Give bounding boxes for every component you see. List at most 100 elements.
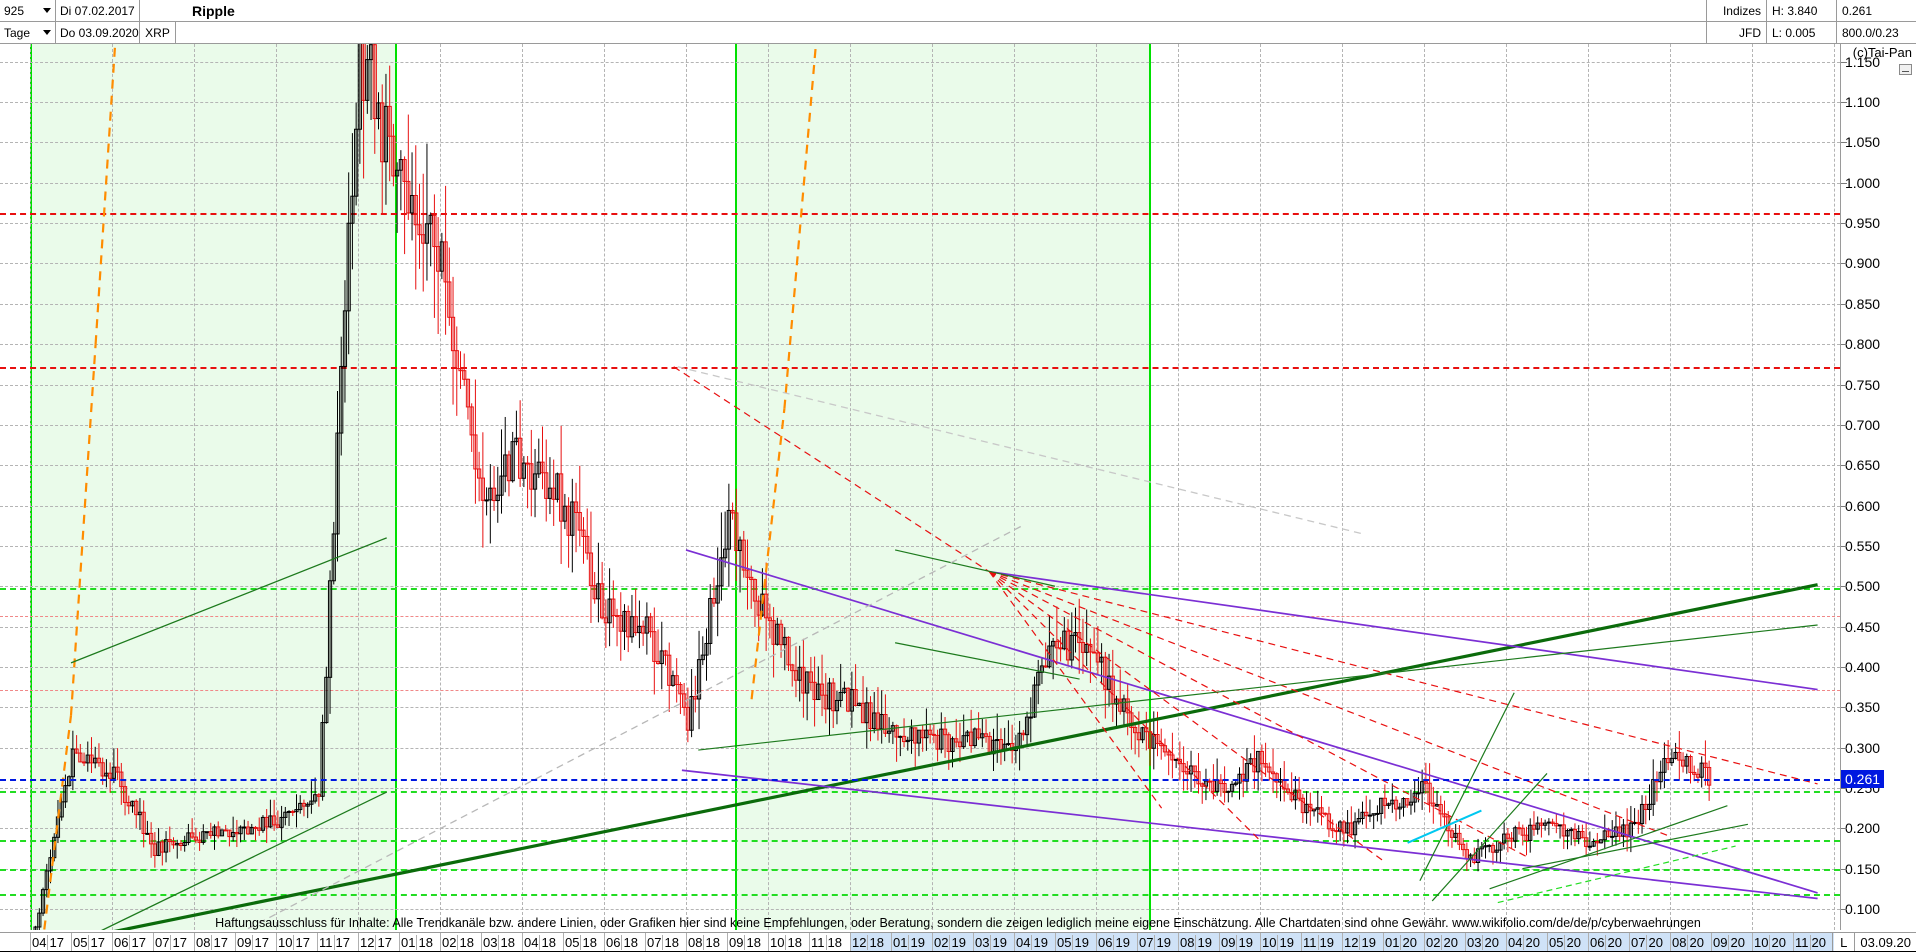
date-tick-11-20[interactable]: 11 20 bbox=[1793, 933, 1834, 951]
candle-body bbox=[1632, 821, 1637, 824]
date-tick-year: 17 bbox=[47, 935, 64, 950]
candle-body bbox=[1602, 830, 1607, 841]
date-tick-10-20[interactable]: 10 20 bbox=[1752, 933, 1793, 951]
price-tick-0.900: 0.900 bbox=[1845, 255, 1881, 272]
date-tick-05-18[interactable]: 05 18 bbox=[563, 933, 604, 951]
date-axis[interactable]: 11 20 10 20 09 20 08 20 07 20 06 20 05 20 04 20 03 20 02 20… bbox=[0, 932, 1916, 952]
date-tick-04-18[interactable]: 04 18 bbox=[522, 933, 563, 951]
date-tick-month: 05 bbox=[1057, 935, 1072, 950]
date-tick-07-20[interactable]: 07 20 bbox=[1629, 933, 1670, 951]
period-count-dropdown[interactable]: 925 bbox=[0, 0, 56, 21]
date-tick-04-20[interactable]: 04 20 bbox=[1506, 933, 1547, 951]
gridline-0.900 bbox=[0, 263, 1840, 265]
date-tick-11-18[interactable]: 11 18 bbox=[809, 933, 850, 951]
date-tick-05-20[interactable]: 05 20 bbox=[1547, 933, 1588, 951]
date-tick-07-18[interactable]: 07 18 bbox=[645, 933, 686, 951]
date-tick-06-18[interactable]: 06 18 bbox=[604, 933, 645, 951]
candle-body bbox=[1684, 756, 1689, 767]
date-tick-10-19[interactable]: 10 19 bbox=[1260, 933, 1301, 951]
date-tick-year: 17 bbox=[293, 935, 310, 950]
date-tick-08-20[interactable]: 08 20 bbox=[1670, 933, 1711, 951]
price-tick-0.300: 0.300 bbox=[1845, 739, 1881, 756]
date-tick-03-20[interactable]: 03 20 bbox=[1465, 933, 1506, 951]
candle-body bbox=[559, 473, 564, 522]
date-tick-09-17[interactable]: 09 17 bbox=[235, 933, 276, 951]
date-tick-02-20[interactable]: 02 20 bbox=[1424, 933, 1465, 951]
date-tick-08-19[interactable]: 08 19 bbox=[1178, 933, 1219, 951]
toolbar-row-1: 925 Di 07.02.2017 Ripple Indizes H: 3.84… bbox=[0, 0, 1916, 22]
price-tick-0.850: 0.850 bbox=[1845, 295, 1881, 312]
price-tick-mark bbox=[1841, 61, 1847, 63]
price-tick-mark bbox=[1841, 102, 1847, 104]
date-tick-04-19[interactable]: 04 19 bbox=[1014, 933, 1055, 951]
vertical-gridline-0 bbox=[30, 44, 31, 930]
date-tick-07-19[interactable]: 07 19 bbox=[1137, 933, 1178, 951]
candle-body bbox=[1569, 828, 1574, 832]
period-unit-dropdown[interactable]: Tage bbox=[0, 22, 56, 43]
vertical-gridline-42 bbox=[1752, 44, 1753, 930]
candle-body bbox=[570, 501, 575, 536]
date-tick-year: 20 bbox=[1728, 935, 1745, 950]
date-tick-03-19[interactable]: 03 19 bbox=[973, 933, 1014, 951]
date-tick-06-20[interactable]: 06 20 bbox=[1588, 933, 1629, 951]
date-tick-01-18[interactable]: 01 18 bbox=[399, 933, 440, 951]
price-tick-0.750: 0.750 bbox=[1845, 376, 1881, 393]
date-tick-07-17[interactable]: 07 17 bbox=[153, 933, 194, 951]
price-tick-mark bbox=[1841, 747, 1847, 749]
candle-body bbox=[1483, 845, 1488, 848]
chart-plot-area[interactable] bbox=[0, 44, 1840, 930]
highlight-band-2017-rally bbox=[30, 44, 395, 930]
candle-body bbox=[1192, 765, 1197, 773]
candle-body bbox=[1677, 751, 1682, 761]
period-unit-value: Tage bbox=[4, 25, 31, 40]
date-tick-08-17[interactable]: 08 17 bbox=[194, 933, 235, 951]
date-tick-12-19[interactable]: 12 19 bbox=[1342, 933, 1383, 951]
date-tick-04-17[interactable]: 04 17 bbox=[30, 933, 71, 951]
date-tick-01-19[interactable]: 01 19 bbox=[891, 933, 932, 951]
candle-body bbox=[450, 316, 456, 352]
date-tick-09-19[interactable]: 09 19 bbox=[1219, 933, 1260, 951]
vertical-gridline-26 bbox=[1096, 44, 1097, 930]
date-tick-03-18[interactable]: 03 18 bbox=[481, 933, 522, 951]
candle-body bbox=[566, 505, 571, 536]
date-tick-12-18[interactable]: 12 18 bbox=[850, 933, 891, 951]
date-tick-05-19[interactable]: 05 19 bbox=[1055, 933, 1096, 951]
price-axis[interactable]: 1.150 1.100 1.050 1.000 0.950 0.900 0.850 0.800… bbox=[1840, 44, 1916, 930]
date-tick-11-19[interactable]: 11 19 bbox=[1301, 933, 1342, 951]
candle-body bbox=[499, 475, 504, 496]
candle-body bbox=[1695, 773, 1701, 778]
date-tick-10-18[interactable]: 10 18 bbox=[768, 933, 809, 951]
price-tick-1.000: 1.000 bbox=[1845, 174, 1881, 191]
date-tick-12-17[interactable]: 12 17 bbox=[358, 933, 399, 951]
price-tick-mark bbox=[1841, 909, 1847, 911]
candle-body bbox=[402, 159, 407, 182]
date-to-field[interactable]: Do 03.09.2020 bbox=[56, 22, 140, 43]
price-tick-0.100: 0.100 bbox=[1845, 901, 1881, 918]
chart-container[interactable]: 1.150 1.100 1.050 1.000 0.950 0.900 0.850 0.800… bbox=[0, 44, 1916, 930]
date-tick-08-18[interactable]: 08 18 bbox=[686, 933, 727, 951]
candle-body bbox=[1393, 799, 1399, 810]
date-tick-year: 20 bbox=[1482, 935, 1499, 950]
date-from-field[interactable]: Di 07.02.2017 bbox=[56, 0, 140, 21]
date-tick-02-19[interactable]: 02 19 bbox=[932, 933, 973, 951]
date-tick-month: 07 bbox=[647, 935, 662, 950]
date-tick-month: 07 bbox=[1139, 935, 1154, 950]
date-tick-05-17[interactable]: 05 17 bbox=[71, 933, 112, 951]
candle-body bbox=[1498, 842, 1503, 851]
date-tick-02-18[interactable]: 02 18 bbox=[440, 933, 481, 951]
date-tick-09-20[interactable]: 09 20 bbox=[1711, 933, 1752, 951]
date-tick-11-17[interactable]: 11 17 bbox=[317, 933, 358, 951]
date-tick-09-18[interactable]: 09 18 bbox=[727, 933, 768, 951]
date-tick-year: 19 bbox=[1359, 935, 1376, 950]
date-tick-06-17[interactable]: 06 17 bbox=[112, 933, 153, 951]
candle-body bbox=[1270, 771, 1276, 775]
period-high-label: H: 3.840 bbox=[1766, 0, 1836, 21]
candle-body bbox=[409, 195, 415, 214]
candle-body bbox=[1438, 804, 1443, 815]
support-0498 bbox=[0, 587, 1840, 590]
date-tick-year: 19 bbox=[908, 935, 925, 950]
date-tick-10-17[interactable]: 10 17 bbox=[276, 933, 317, 951]
date-tick-01-20[interactable]: 01 20 bbox=[1383, 933, 1424, 951]
minimize-button[interactable] bbox=[1899, 64, 1912, 75]
date-tick-06-19[interactable]: 06 19 bbox=[1096, 933, 1137, 951]
